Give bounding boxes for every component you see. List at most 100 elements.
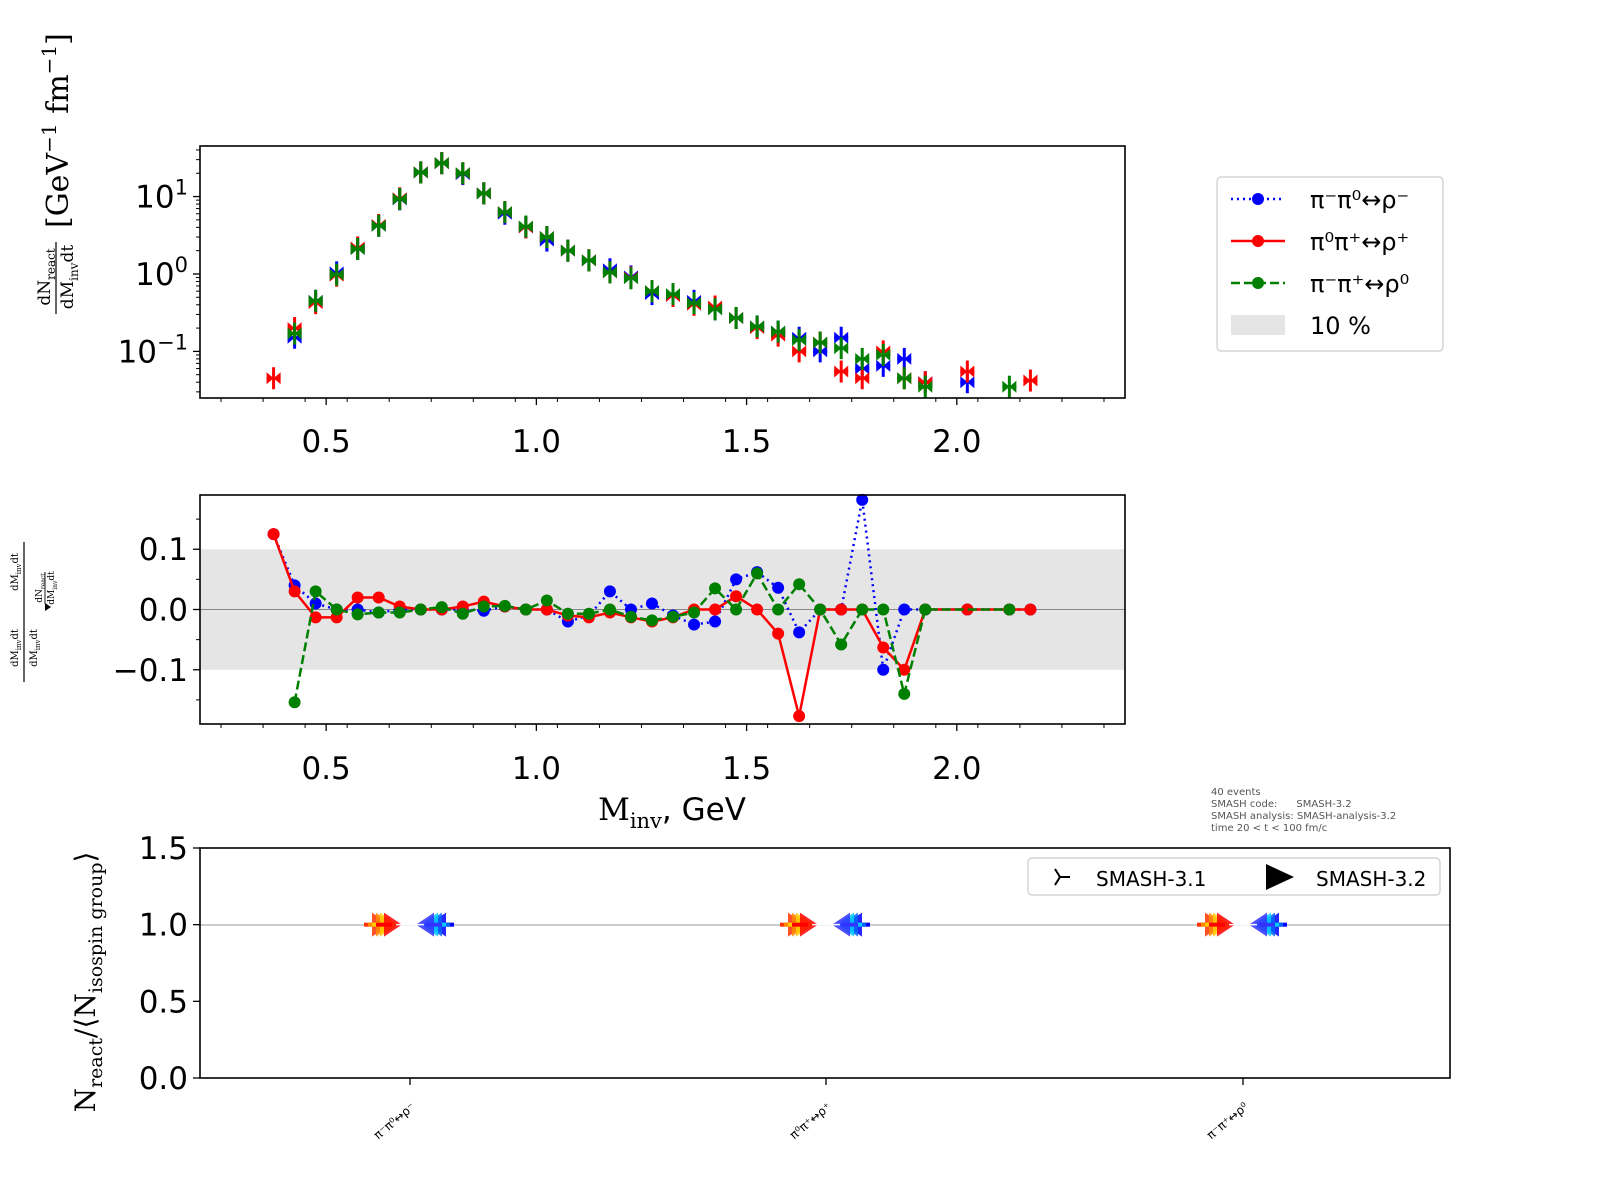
spectrum-point-rho-zero <box>708 298 723 321</box>
marker-left <box>855 362 863 375</box>
deviation-point-rho-minus <box>645 597 658 610</box>
spectrum-axes-frame <box>199 145 1126 399</box>
marker-left <box>308 294 316 307</box>
spectrum-point-rho-zero <box>371 214 386 237</box>
spectrum-point-rho-zero <box>392 188 407 211</box>
deviation-point-rho-zero <box>793 578 806 591</box>
deviation-point-rho-plus <box>267 528 280 541</box>
marker-right <box>357 243 365 256</box>
marker-right <box>841 342 849 355</box>
annotation-line-3: SMASH analysis: SMASH-analysis-3.2 <box>1211 811 1396 822</box>
smash32-marker <box>832 912 850 937</box>
deviation-point-rho-minus <box>709 615 722 628</box>
spectrum-point-rho-zero <box>855 347 870 370</box>
deviation-point-rho-zero <box>582 607 595 620</box>
marker-left <box>813 336 821 349</box>
deviation-line-rho-zero <box>293 570 1010 703</box>
spectrum-point-rho-zero <box>602 261 617 284</box>
spectrum-point-rho-zero <box>560 239 575 262</box>
deviation-point-rho-plus <box>540 603 553 616</box>
marker-right <box>420 166 428 179</box>
deviation-point-rho-zero <box>877 603 890 616</box>
y-tick-label: 1.0 <box>139 908 188 944</box>
marker-left <box>623 272 631 285</box>
marker-right <box>273 372 281 385</box>
marker-right <box>378 219 386 232</box>
spectrum-point-rho-plus <box>834 360 849 383</box>
deviation-point-rho-zero <box>645 614 658 627</box>
legend-entry-rho-zero: π⁻π⁺↔ρ⁰ <box>1231 270 1409 298</box>
spectrum-point-rho-zero <box>350 238 365 261</box>
legend-label-smash-32: SMASH-3.2 <box>1316 867 1426 891</box>
deviation-point-rho-plus <box>772 627 785 640</box>
deviation-point-rho-zero <box>898 687 911 700</box>
svg-text:dMinvdt: dMinvdt <box>47 571 59 605</box>
deviation-point-rho-zero <box>667 610 680 623</box>
marker-left <box>855 352 863 365</box>
spectrum-point-rho-zero <box>876 343 891 366</box>
ratio-panel: 0.0 0.5 1.0 1.5 π⁻π⁰↔ρ⁻ π⁰π⁺↔ρ⁺ π⁻π⁺↔ρ⁰ Nreac… <box>69 831 1451 1143</box>
deviation-point-rho-zero <box>498 599 511 612</box>
marker-left <box>813 345 821 358</box>
marker-left <box>644 285 652 298</box>
y-tick-label: 0.0 <box>139 593 188 629</box>
marker-right <box>862 362 870 375</box>
annotation-line-4: time 20 < t < 100 fm/c <box>1211 823 1327 834</box>
x-tick-label: 0.5 <box>301 751 350 787</box>
marker-left <box>960 376 968 389</box>
spectrum-point-rho-zero <box>792 329 807 352</box>
deviation-point-rho-minus <box>688 618 701 631</box>
marker-left <box>876 359 884 372</box>
marker-left <box>834 365 842 378</box>
ratio-marks <box>364 912 1287 937</box>
spectrum-point-rho-zero <box>329 263 344 286</box>
marker-left <box>350 243 358 256</box>
marker-right <box>315 294 323 307</box>
spectrum-point-rho-zero <box>813 331 828 354</box>
marker-left <box>897 352 905 365</box>
deviation-point-rho-minus <box>898 603 911 616</box>
deviation-point-rho-plus <box>372 591 385 604</box>
deviation-point-rho-zero <box>772 603 785 616</box>
spectrum-point-rho-plus <box>1023 369 1038 392</box>
marker-left <box>876 348 884 361</box>
deviation-point-rho-plus <box>898 663 911 676</box>
marker-left <box>329 268 337 281</box>
deviation-x-axis-label: Minv, GeV <box>598 792 746 833</box>
spectrum-point-rho-zero <box>287 322 302 345</box>
deviation-marks <box>267 493 1037 723</box>
legend-label-smash-31: SMASH-3.1 <box>1096 867 1206 891</box>
marker-right <box>651 285 659 298</box>
tri-right-icon <box>1054 868 1070 886</box>
legend-label-rho-minus: π⁻π⁰↔ρ⁻ <box>1310 186 1409 214</box>
deviation-point-rho-minus <box>603 585 616 598</box>
category-label: π⁰π⁺↔ρ⁺ <box>787 1100 834 1143</box>
marker-left <box>497 206 505 219</box>
marker-right <box>525 220 533 233</box>
marker-right <box>694 297 702 310</box>
spectrum-marks <box>266 152 1038 398</box>
marker-left <box>455 167 463 180</box>
deviation-point-rho-zero <box>477 600 490 613</box>
smash32-marker <box>1249 912 1267 937</box>
deviation-point-rho-zero <box>730 603 743 616</box>
marker-left <box>771 325 779 338</box>
deviation-point-rho-zero <box>540 594 553 607</box>
marker-left <box>539 231 547 244</box>
spectrum-point-rho-zero <box>687 292 702 315</box>
marker-right <box>904 352 912 365</box>
deviation-point-rho-zero <box>393 606 406 619</box>
deviation-point-rho-zero <box>603 603 616 616</box>
marker-left <box>518 220 526 233</box>
deviation-point-rho-minus <box>856 493 869 506</box>
marker-left <box>729 311 737 324</box>
ratio-category-marks <box>780 912 870 937</box>
spectrum-point-rho-zero <box>834 337 849 360</box>
marker-left <box>687 297 695 310</box>
spectrum-point-rho-minus <box>897 347 912 370</box>
svg-text:dMinvdt: dMinvdt <box>10 553 23 591</box>
marker-left <box>1002 380 1010 393</box>
spectrum-panel: 0.5 1.0 1.5 2.0 10−1 100 101 dNreact dMinvdt … <box>35 33 1126 460</box>
ratio-category-marks <box>364 912 454 937</box>
spectrum-point-rho-zero <box>1002 375 1017 398</box>
